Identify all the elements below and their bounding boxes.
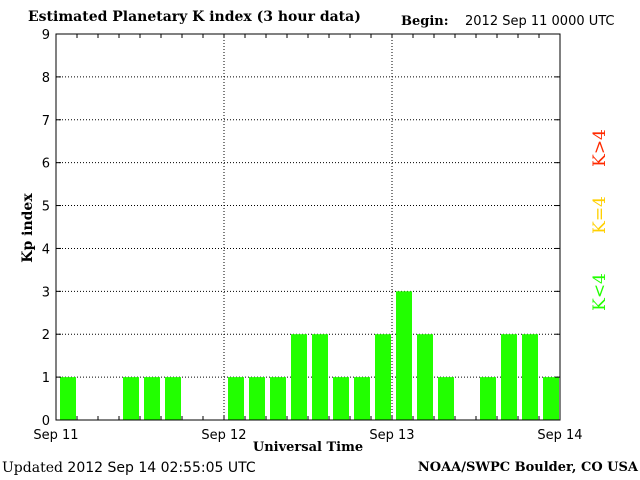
y-axis-label: Kp index <box>20 193 36 263</box>
kp-bar <box>249 377 265 420</box>
y-tick-label: 5 <box>42 200 50 215</box>
kp-bar <box>60 377 76 420</box>
updated-label: Updated <box>2 460 63 476</box>
legend-k-equal-4: K=4 <box>590 196 610 234</box>
kp-bar <box>354 377 370 420</box>
kp-bar <box>522 334 538 420</box>
begin-value: 2012 Sep 11 0000 UTC <box>465 14 615 29</box>
kp-bar <box>501 334 517 420</box>
y-tick-label: 4 <box>42 242 50 257</box>
credit-text: NOAA/SWPC Boulder, CO USA <box>417 460 638 475</box>
updated-timestamp: Updated 2012 Sep 14 02:55:05 UTC <box>2 460 256 476</box>
kp-bar <box>375 334 391 420</box>
kp-bar <box>417 334 433 420</box>
kp-bar <box>312 334 328 420</box>
bar-series <box>60 291 559 420</box>
x-tick-label: Sep 13 <box>369 428 414 443</box>
y-tick-label: 9 <box>42 28 50 43</box>
kp-bar <box>438 377 454 420</box>
y-tick-label: 6 <box>42 157 50 172</box>
kp-bar <box>543 377 559 420</box>
kp-bar <box>165 377 181 420</box>
y-tick-label: 0 <box>42 414 50 429</box>
x-tick-label: Sep 14 <box>537 428 582 443</box>
plot-frame <box>55 33 561 421</box>
kp-bar <box>291 334 307 420</box>
kp-bar <box>123 377 139 420</box>
kp-bar <box>228 377 244 420</box>
updated-value: 2012 Sep 14 02:55:05 UTC <box>67 460 256 476</box>
kp-bar <box>480 377 496 420</box>
y-tick-label: 7 <box>42 114 50 129</box>
kp-bar <box>333 377 349 420</box>
chart-title: Estimated Planetary K index (3 hour data… <box>28 9 361 25</box>
legend-k-greater-4: K>4 <box>590 129 610 167</box>
legend-k-less-4: K<4 <box>590 273 610 311</box>
y-tick-label: 1 <box>42 371 50 386</box>
axis-ticks: 0 1 2 3 4 5 6 7 8 9 Sep 11 Sep 12 Sep 13 Sep 14 <box>33 28 582 443</box>
y-tick-label: 2 <box>42 328 50 343</box>
y-tick-label: 3 <box>42 285 50 300</box>
kp-bar <box>396 291 412 420</box>
kp-bar <box>144 377 160 420</box>
x-axis-label: Universal Time <box>252 440 364 455</box>
y-tick-label: 8 <box>42 71 50 86</box>
kp-bar <box>270 377 286 420</box>
x-tick-label: Sep 11 <box>33 428 78 443</box>
begin-label: Begin: <box>401 14 449 29</box>
grid <box>56 34 560 420</box>
x-tick-label: Sep 12 <box>201 428 246 443</box>
